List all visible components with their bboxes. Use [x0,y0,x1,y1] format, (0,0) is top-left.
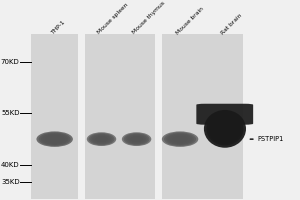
Ellipse shape [41,133,68,145]
Ellipse shape [45,135,64,143]
Ellipse shape [122,132,151,146]
Ellipse shape [162,131,198,147]
Ellipse shape [92,135,111,144]
Ellipse shape [214,119,236,139]
Ellipse shape [88,133,115,145]
Text: Rat brain: Rat brain [220,12,243,35]
Ellipse shape [90,134,113,144]
Text: Mouse spleen: Mouse spleen [97,3,129,35]
Ellipse shape [43,134,66,144]
Ellipse shape [125,134,148,144]
Text: 35KD: 35KD [1,179,20,185]
Text: Mouse brain: Mouse brain [175,6,205,35]
Ellipse shape [173,136,188,142]
Ellipse shape [204,110,246,148]
Ellipse shape [131,136,142,142]
Ellipse shape [96,136,107,142]
Ellipse shape [36,131,73,147]
Ellipse shape [209,114,241,143]
Ellipse shape [47,136,62,142]
Ellipse shape [217,121,233,136]
Ellipse shape [206,112,244,145]
Ellipse shape [166,133,194,145]
Ellipse shape [164,132,196,146]
Ellipse shape [212,117,239,141]
FancyBboxPatch shape [196,104,253,125]
Ellipse shape [124,133,149,145]
Ellipse shape [171,135,190,143]
Text: Mouse thymus: Mouse thymus [132,1,166,35]
Bar [85,34,155,199]
Ellipse shape [168,134,192,144]
Ellipse shape [127,135,146,144]
Text: 55KD: 55KD [1,110,20,116]
Text: 40KD: 40KD [1,162,20,168]
Ellipse shape [129,136,144,143]
Text: THP-1: THP-1 [50,19,66,35]
Text: 70KD: 70KD [1,59,20,65]
Bar [162,34,243,199]
Bar [32,34,78,199]
Text: PSTPIP1: PSTPIP1 [257,136,284,142]
Ellipse shape [87,132,116,146]
Ellipse shape [39,132,71,146]
Ellipse shape [94,136,109,143]
